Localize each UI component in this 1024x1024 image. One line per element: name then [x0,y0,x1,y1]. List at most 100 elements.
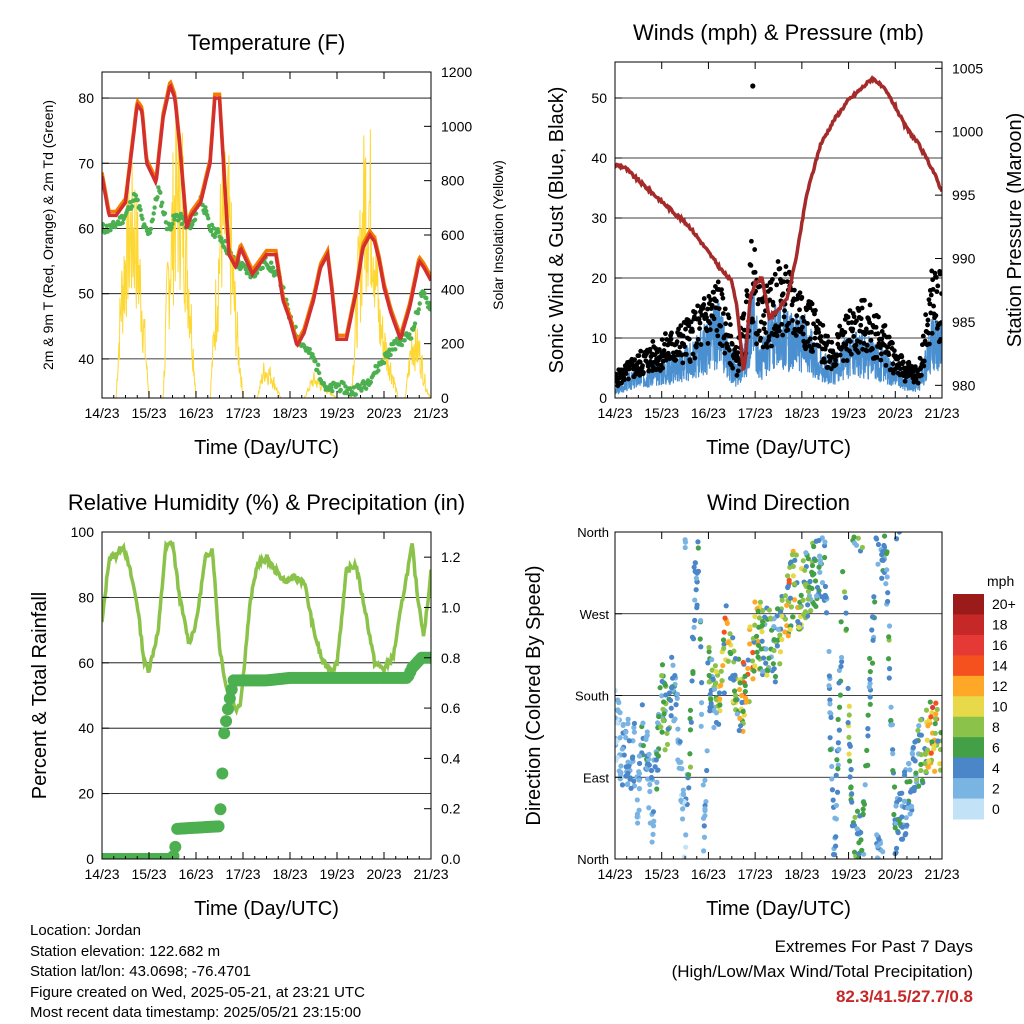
y-right-tick-label: 600 [441,227,465,243]
point-wind-direction [865,726,871,732]
point-wind-direction [702,806,708,812]
point-gust [780,332,786,338]
point-wind-direction [747,641,753,647]
point-dewpoint [313,359,318,364]
point-wind-direction [804,613,811,619]
point-wind-direction [625,759,631,765]
point-dewpoint [147,230,153,235]
point-wind-direction [687,727,694,733]
colorbar-label: 20+ [992,596,1016,612]
point-wind-direction [867,668,873,675]
point-wind-direction [836,667,843,674]
point-gust [741,327,747,333]
point-wind-direction [893,849,899,856]
point-gust [663,331,668,337]
point-wind-direction [635,820,641,826]
point-wind-direction [916,732,923,738]
y-tick-label: 80 [78,589,94,605]
point-dewpoint [172,217,177,222]
point-dewpoint [102,222,106,227]
point-wind-direction [636,777,642,783]
point-wind-direction [870,637,876,643]
point-gust [723,321,729,327]
point-wind-direction [851,849,858,855]
point-dewpoint [412,321,418,326]
point-wind-direction [899,824,906,830]
point-wind-direction [681,854,687,859]
point-wind-direction [774,606,781,612]
point-gust [779,321,785,327]
point-gust [756,328,762,334]
y-right-tick-label: 980 [952,377,976,393]
point-gust [626,366,632,372]
series-relative-humidity [102,539,431,717]
point-wind-direction [739,692,745,699]
point-gust [813,308,818,313]
point-dewpoint [330,389,335,394]
point-wind-direction [836,746,842,752]
point-gust [926,297,932,303]
point-wind-direction [879,557,885,563]
point-wind-direction [771,624,777,630]
point-dewpoint [409,336,414,341]
point-wind-direction [827,747,833,753]
point-wind-direction [762,614,768,620]
point-gust [696,316,702,322]
point-wind-direction [615,715,618,721]
point-wind-direction [766,607,773,613]
point-wind-direction [647,788,653,795]
point-wind-direction [740,708,746,715]
point-gust [690,328,695,334]
point-dewpoint [178,211,184,216]
point-dewpoint [424,295,429,301]
point-wind-direction [661,699,667,705]
point-wind-direction [677,738,683,745]
point-gust [760,344,766,350]
point-wind-direction [929,739,935,745]
point-wind-direction [745,665,751,672]
point-gust [733,344,739,350]
point-wind-direction [835,740,841,746]
point-wind-direction [796,624,802,630]
point-wind-direction [918,752,924,758]
point-gust [722,350,728,356]
point-wind-direction [861,851,867,857]
point-wind-direction [687,751,693,757]
point-gust [855,350,861,355]
point-wind-direction [757,599,764,605]
point-wind-direction [809,572,816,578]
point-gust [680,360,686,366]
point-gust [794,313,800,319]
point-gust [854,318,859,324]
point-gust [695,336,701,342]
point-wind-direction [619,782,626,788]
point-gust [718,323,723,329]
point-wind-direction [771,647,777,654]
point-gust [927,301,933,307]
point-wind-direction [687,764,694,770]
point-wind-direction [702,777,708,783]
point-wind-direction [749,658,756,664]
point-gust [680,333,686,339]
point-gust [634,364,640,370]
point-gust [711,289,716,295]
series-sonic-wind [615,280,942,395]
point-wind-direction [803,550,809,556]
point-wind-direction [698,711,705,717]
point-wind-direction [760,607,766,614]
point-wind-direction [659,729,665,735]
point-gust [879,336,885,342]
point-gust [719,287,724,293]
point-wind-direction [670,662,676,668]
point-dewpoint [399,342,405,348]
point-wind-direction [880,548,886,555]
colorbar-label: 8 [992,719,1000,735]
point-dewpoint [407,332,412,337]
point-wind-direction [789,552,796,558]
point-wind-direction [617,735,623,741]
point-wind-direction [867,694,873,700]
point-wind-direction [846,712,852,718]
point-wind-direction [619,746,625,752]
point-gust [856,308,862,313]
point-wind-direction [847,774,853,780]
